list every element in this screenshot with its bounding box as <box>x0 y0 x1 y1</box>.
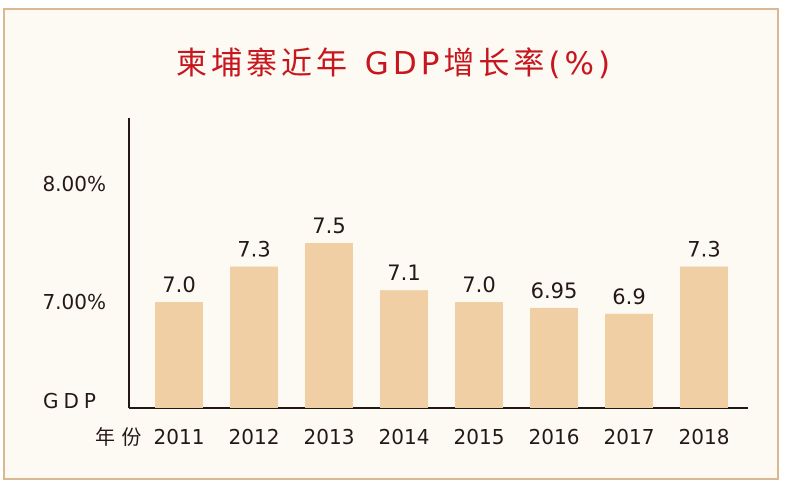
x-axis-label: 年 份 <box>95 425 141 449</box>
bar-value-label: 6.95 <box>531 279 578 303</box>
bar-value-label: 6.9 <box>612 285 645 309</box>
x-tick-label: 2018 <box>679 425 730 449</box>
y-tick-label: 8.00% <box>42 172 106 196</box>
chart-title: 柬埔寨近年 GDP增长率(%) <box>175 46 615 82</box>
y-tick-labels: 7.00% 8.00% <box>42 172 106 314</box>
x-tick-label: 2015 <box>454 425 505 449</box>
bar-value-label: 7.1 <box>387 261 420 285</box>
bar <box>380 290 428 408</box>
bar <box>230 266 278 408</box>
bar <box>155 302 203 408</box>
y-axis-label: GDP <box>43 389 101 413</box>
y-tick-label: 7.00% <box>42 290 106 314</box>
x-tick-label: 2017 <box>604 425 655 449</box>
x-tick-label: 2014 <box>379 425 430 449</box>
bar-value-label: 7.0 <box>162 273 195 297</box>
bar <box>680 266 728 408</box>
x-tick-label: 2013 <box>304 425 355 449</box>
bar-value-label: 7.0 <box>462 273 495 297</box>
value-labels: 7.0 7.3 7.5 7.1 7.0 6.95 6.9 7.3 <box>162 214 720 309</box>
bar <box>530 307 578 408</box>
bar <box>605 313 653 408</box>
bar-value-label: 7.5 <box>312 214 345 238</box>
x-tick-labels: 2011 2012 2013 2014 2015 2016 2017 2018 <box>154 425 730 449</box>
bar <box>455 302 503 408</box>
x-tick-label: 2011 <box>154 425 205 449</box>
bars <box>155 243 728 408</box>
x-tick-label: 2016 <box>529 425 580 449</box>
x-tick-label: 2012 <box>229 425 280 449</box>
bar-value-label: 7.3 <box>237 238 270 262</box>
bar <box>305 243 353 408</box>
bar-value-label: 7.3 <box>687 238 720 262</box>
